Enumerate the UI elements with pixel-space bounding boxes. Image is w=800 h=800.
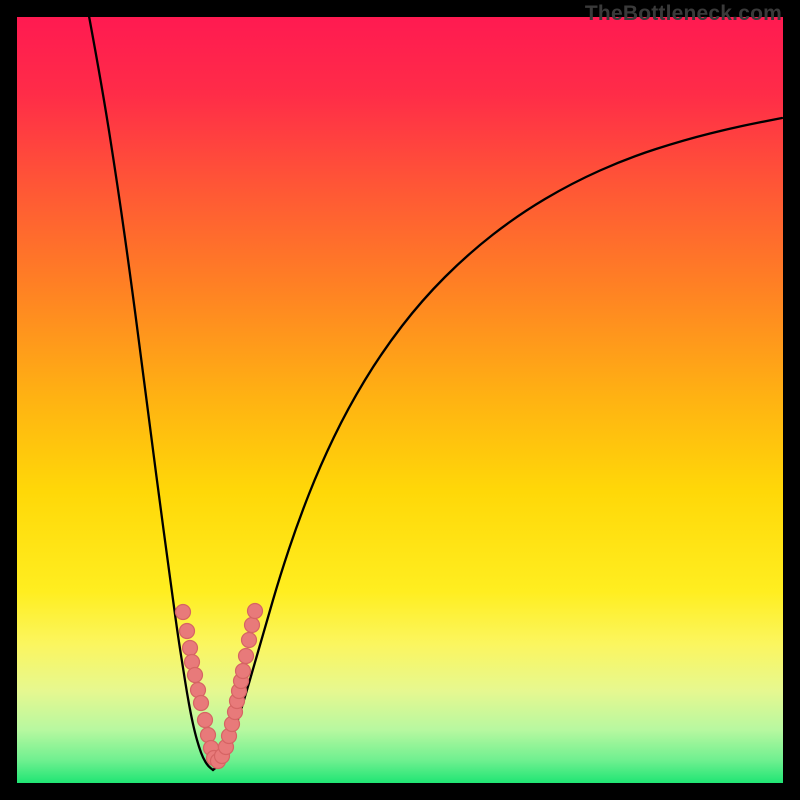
data-marker [198,713,213,728]
data-marker [176,605,191,620]
data-marker [180,624,195,639]
data-marker [245,618,260,633]
data-marker [242,633,257,648]
watermark-text: TheBottleneck.com [585,2,782,26]
chart-svg [0,0,800,800]
data-marker [248,604,263,619]
data-marker [239,649,254,664]
plot-background [17,17,783,783]
data-marker [183,641,198,656]
chart-frame: TheBottleneck.com [0,0,800,800]
data-marker [236,664,251,679]
data-marker [188,668,203,683]
data-marker [194,696,209,711]
